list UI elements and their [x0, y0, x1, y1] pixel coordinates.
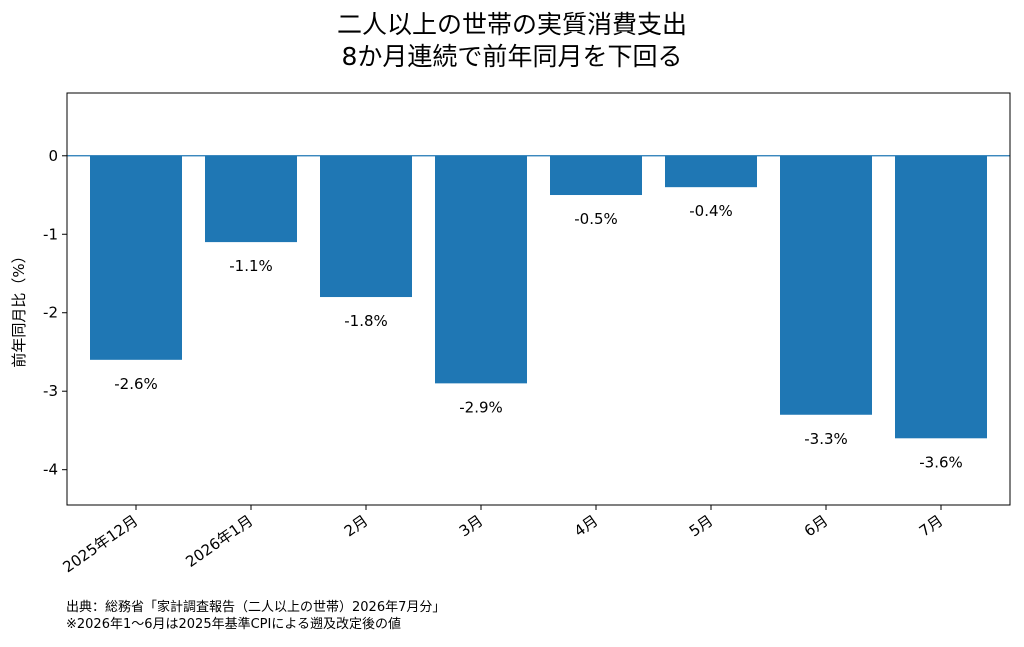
bar [435, 155, 527, 384]
x-tick-label: 2025年12月 [59, 512, 141, 577]
x-tick-label: 3月 [456, 512, 486, 541]
y-axis-label: 前年同月比（%） [10, 248, 28, 367]
bar [550, 155, 642, 196]
plot-frame [66, 92, 1011, 506]
y-tick-label: -3 [43, 382, 58, 400]
data-label: -2.6% [114, 375, 158, 393]
y-tick-label: -2 [43, 304, 58, 322]
bar [780, 155, 872, 415]
bar [895, 155, 987, 439]
y-tick-label: 0 [48, 147, 58, 165]
footnote: ※2026年1～6月は2025年基準CPIによる遡及改定後の値 [66, 617, 401, 632]
source-note: 出典：総務省「家計調査報告（二人以上の世帯）2026年7月分」 [66, 600, 446, 615]
x-tick-label: 5月 [686, 512, 716, 541]
data-label: -0.4% [689, 202, 733, 220]
chart-title-line-1: 二人以上の世帯の実質消費支出 [336, 10, 687, 39]
y-tick-label: -4 [43, 461, 58, 479]
data-label: -3.6% [919, 453, 963, 471]
y-tick-label: -1 [43, 225, 58, 243]
bar [665, 155, 757, 188]
data-label: -0.5% [574, 210, 618, 228]
bar [90, 155, 182, 360]
chart-title-line-2: 8か月連続で前年同月を下回る [341, 42, 683, 71]
x-tick-label: 4月 [571, 512, 601, 541]
bar [205, 155, 297, 243]
x-tick-label: 6月 [801, 512, 831, 541]
data-label: -3.3% [804, 430, 848, 448]
x-tick-label: 7月 [916, 512, 946, 541]
data-label: -1.1% [229, 257, 273, 275]
x-tick-label: 2月 [341, 512, 371, 541]
data-label: -2.9% [459, 398, 503, 416]
x-tick-label: 2026年1月 [182, 512, 256, 571]
bar [320, 155, 412, 298]
data-label: -1.8% [344, 312, 388, 330]
